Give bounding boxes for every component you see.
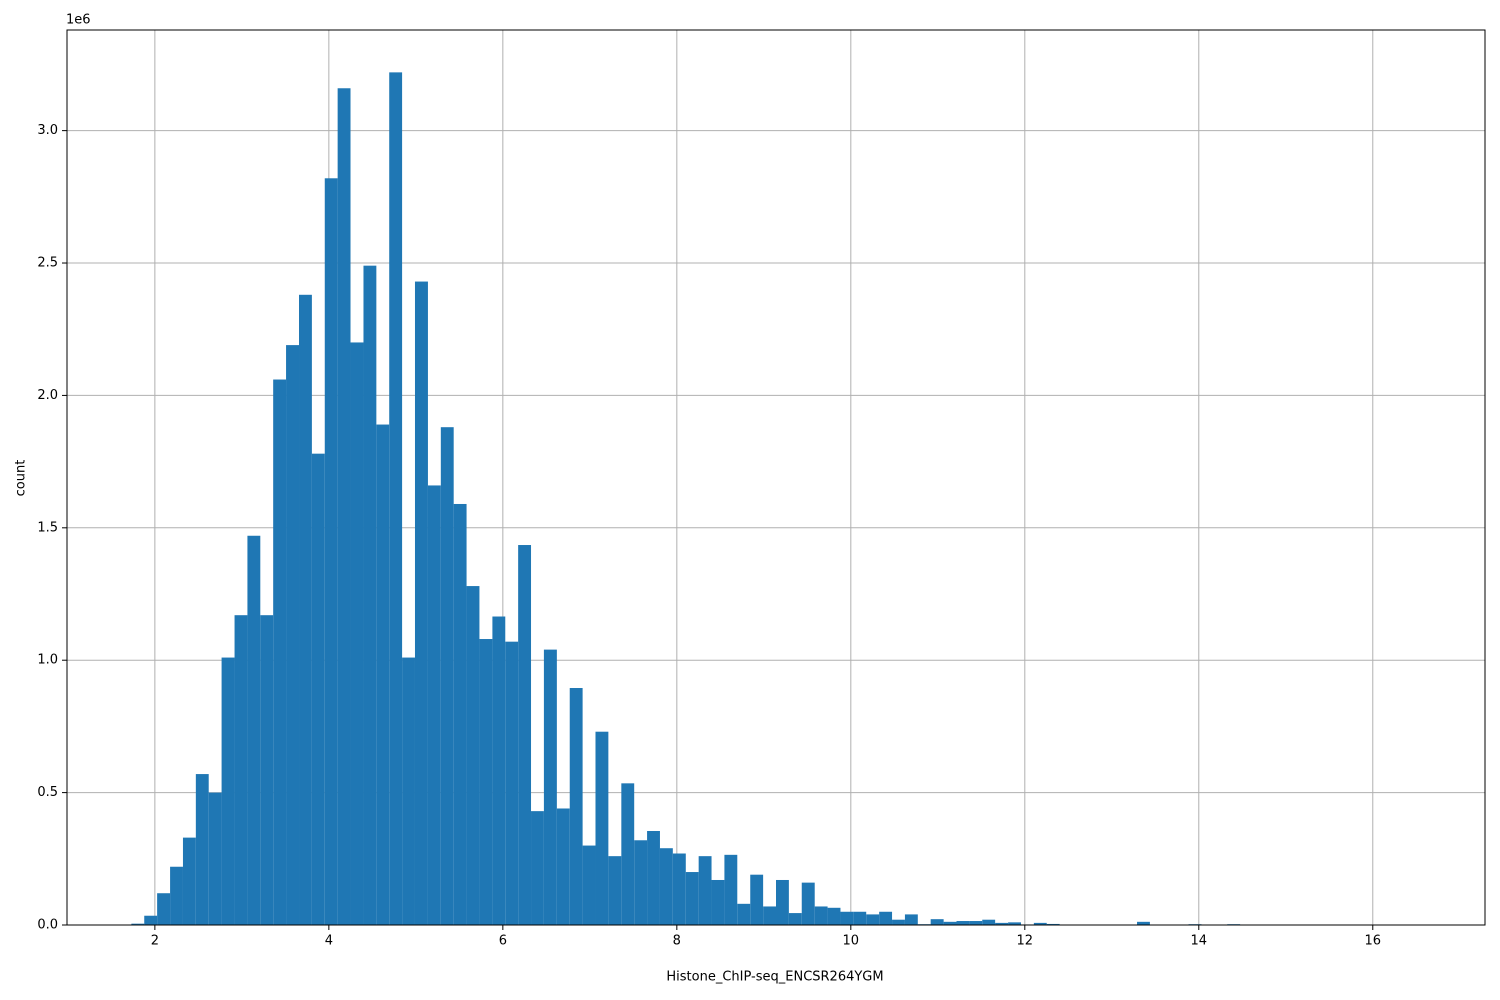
y-offset-label: 1e6 [66,13,91,28]
x-tick-label: 14 [1191,934,1208,949]
bar [556,808,570,925]
bar [182,837,196,925]
bar [299,294,312,925]
bar [943,921,957,925]
axes-frame [66,29,1486,926]
bar [234,615,248,925]
x-tick-label: 8 [673,934,681,949]
bar [363,265,377,926]
x-tick-label: 10 [843,934,860,949]
bar [440,427,454,925]
bar [1046,923,1060,925]
bar [208,792,222,925]
bar [930,919,944,925]
bar [608,856,622,925]
bar [1008,922,1021,925]
x-axis-label: Histone_ChIP-seq_ENCSR264YGM [666,970,883,985]
bar [505,641,519,925]
bar [543,649,557,925]
bar [569,688,583,925]
bar [621,783,635,925]
bar [737,903,751,925]
bar [286,345,300,926]
bar [685,872,699,925]
bar [453,503,467,925]
x-tick-label: 16 [1365,934,1382,949]
x-tick-label: 2 [151,934,159,949]
bar [879,911,893,925]
bar [427,485,441,925]
y-tick-label: 2.0 [37,388,58,403]
bar [582,845,596,925]
y-tick-label: 2.5 [37,256,58,271]
bar [853,911,867,925]
bar [337,88,351,925]
bar [698,856,712,925]
bar [827,907,841,925]
bar [647,830,660,925]
bar [414,281,428,926]
bar [131,923,145,925]
bar [595,731,609,925]
bar [982,919,996,925]
y-axis-label: count [14,460,29,497]
x-tick-label: 4 [325,934,333,949]
bar [350,342,364,925]
bar [763,906,776,925]
bar [492,616,506,925]
bar [814,906,828,925]
bar [840,911,854,925]
bar [866,914,880,925]
bar [170,866,183,925]
bar [157,893,171,925]
bar [956,921,970,925]
y-tick-label: 3.0 [37,123,58,138]
bar [1137,921,1150,925]
y-tick-label: 0.0 [37,918,58,933]
x-tick-label: 12 [1017,934,1034,949]
bar [801,882,815,925]
bar [904,914,918,925]
bar [724,854,738,925]
bar [479,639,493,925]
bar [659,848,673,925]
bar [144,915,158,925]
bar [402,657,415,925]
bar [776,879,789,925]
bar [247,535,261,925]
bar [273,379,287,926]
bar [466,586,480,925]
bar [634,840,648,925]
y-tick-label: 1.5 [37,520,58,535]
bar [376,424,390,925]
bar [195,774,209,925]
bar [518,545,532,925]
bar [711,879,725,925]
bar [324,178,338,925]
bar [969,921,983,925]
bar [1033,922,1047,925]
bar [750,874,764,925]
y-tick-label: 1.0 [37,653,58,668]
bar [221,657,235,925]
bar [311,453,325,925]
bar [788,913,802,925]
bar [260,615,274,925]
bar [531,811,544,925]
bar [892,919,905,925]
bar [389,72,403,925]
x-tick-label: 6 [499,934,507,949]
y-tick-label: 0.5 [37,785,58,800]
bar [672,853,686,925]
bar [995,922,1009,925]
